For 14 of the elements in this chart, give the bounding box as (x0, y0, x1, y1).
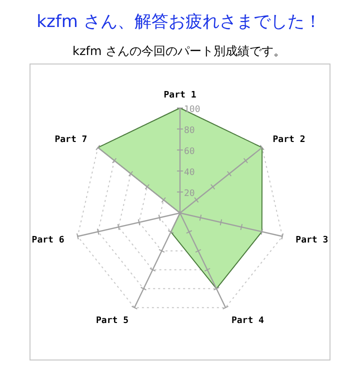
spoke-label: Part 5 (96, 316, 129, 326)
spoke-label: Part 1 (164, 90, 196, 100)
spoke-label: Part 2 (272, 135, 306, 146)
y-tick-label: 20 (184, 189, 195, 199)
spoke-label: Part 6 (32, 235, 64, 246)
y-tick-label: 100 (184, 105, 200, 115)
chart-subtitle: kzfm さんの今回のパート別成績です。 (72, 44, 286, 58)
y-tick-label: 40 (184, 168, 195, 178)
y-tick-label: 60 (184, 147, 195, 157)
y-tick-label: 80 (184, 126, 195, 136)
spoke-label: Part 3 (296, 235, 328, 246)
chart-title: kzfm さん、解答お疲れさまでした！ (36, 12, 322, 32)
spoke-label: Part 7 (54, 135, 88, 146)
spoke-label: Part 4 (231, 316, 265, 326)
